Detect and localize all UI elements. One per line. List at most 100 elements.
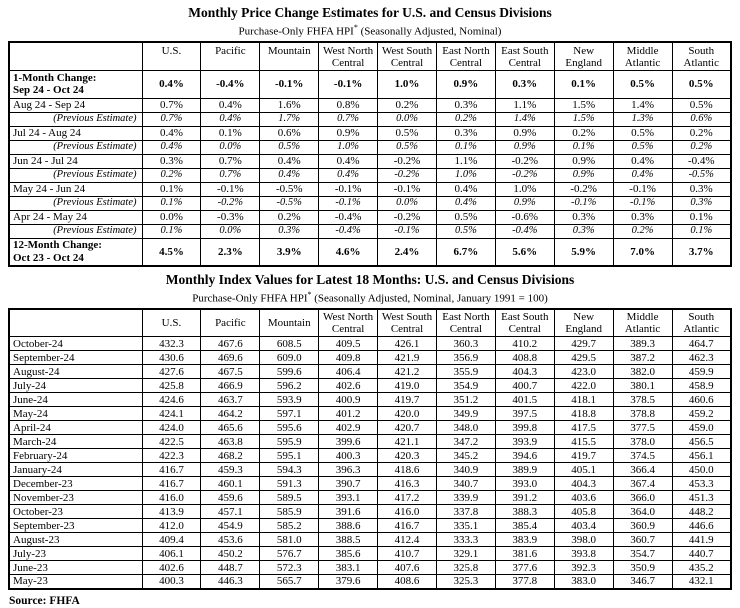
value-cell: 440.7: [671, 546, 732, 562]
table-row: 12-Month Change: Oct 23 - Oct 24 4.5% 2.3% 3…: [8, 237, 732, 267]
value-cell: 1.1%: [494, 97, 555, 113]
value-cell: 0.5%: [671, 69, 732, 99]
value-cell: 572.3: [259, 560, 320, 576]
value-cell: -0.1%: [318, 195, 379, 211]
value-cell: 393.0: [494, 476, 555, 492]
value-cell: 1.5%: [553, 111, 614, 127]
value-cell: 422.5: [141, 434, 202, 450]
value-cell: 0.9%: [553, 167, 614, 183]
subtitle-note: (Seasonally Adjusted, Nominal, January 1…: [311, 292, 548, 305]
row-label: Apr 24 - May 24: [8, 209, 143, 225]
value-cell: 404.3: [553, 476, 614, 492]
value-cell: 467.5: [200, 364, 261, 380]
value-cell: 0.9%: [318, 125, 379, 141]
column-header-new-england: New England: [553, 41, 614, 71]
value-cell: 468.2: [200, 448, 261, 464]
value-cell: 462.3: [671, 350, 732, 366]
value-cell: 0.5%: [435, 223, 496, 239]
value-cell: 422.0: [553, 378, 614, 394]
value-cell: 360.7: [612, 532, 673, 548]
month-label: February-24: [8, 448, 143, 464]
corner-cell: [8, 308, 143, 338]
value-cell: -0.1%: [612, 181, 673, 197]
value-cell: 391.2: [494, 490, 555, 506]
value-cell: -0.1%: [318, 181, 379, 197]
value-cell: 453.3: [671, 476, 732, 492]
value-cell: -0.4%: [671, 153, 732, 169]
row-label: (Previous Estimate): [8, 139, 143, 155]
value-cell: 0.2%: [671, 125, 732, 141]
value-cell: 0.7%: [141, 111, 202, 127]
value-cell: 405.1: [553, 462, 614, 478]
value-cell: 0.4%: [612, 153, 673, 169]
value-cell: 367.4: [612, 476, 673, 492]
column-header-south-atlantic: South Atlantic: [671, 41, 732, 71]
value-cell: 383.0: [553, 574, 614, 590]
value-cell: 400.7: [494, 378, 555, 394]
table-row: (Previous Estimate) 0.1% -0.2% -0.5% -0.1% 0.…: [8, 195, 732, 211]
value-cell: 405.8: [553, 504, 614, 520]
row-label: Jun 24 - Jul 24: [8, 153, 143, 169]
value-cell: 609.0: [259, 350, 320, 366]
value-cell: 0.5%: [671, 97, 732, 113]
value-cell: 465.6: [200, 420, 261, 436]
value-cell: -0.1%: [377, 181, 437, 197]
value-cell: 595.1: [259, 448, 320, 464]
row-label: 12-Month Change: Oct 23 - Oct 24: [8, 237, 143, 267]
month-label: July-24: [8, 378, 143, 394]
column-header-u-s-: U.S.: [141, 308, 202, 338]
value-cell: 0.5%: [612, 125, 673, 141]
value-cell: 378.0: [612, 434, 673, 450]
value-cell: 0.1%: [200, 125, 261, 141]
value-cell: 448.2: [671, 504, 732, 520]
column-header-east-north-central: East North Central: [435, 308, 496, 338]
value-cell: 400.9: [318, 392, 379, 408]
value-cell: -0.5%: [259, 195, 320, 211]
table-row: May-23 400.3 446.3 565.7 379.6 408.6 325.3 377.…: [8, 574, 732, 590]
value-cell: 459.0: [671, 420, 732, 436]
value-cell: 366.0: [612, 490, 673, 506]
value-cell: 576.7: [259, 546, 320, 562]
value-cell: 0.4%: [612, 167, 673, 183]
value-cell: 406.1: [141, 546, 202, 562]
value-cell: 418.6: [377, 462, 437, 478]
month-label: June-23: [8, 560, 143, 576]
table-row: June-23 402.6 448.7 572.3 383.1 407.6 325.8 377…: [8, 560, 732, 576]
value-cell: 374.5: [612, 448, 673, 464]
value-cell: 450.0: [671, 462, 732, 478]
value-cell: -0.4%: [318, 223, 379, 239]
value-cell: 565.7: [259, 574, 320, 590]
value-cell: 1.6%: [259, 97, 320, 113]
value-cell: 378.5: [612, 392, 673, 408]
source-note: Source: FHFA: [9, 594, 80, 607]
value-cell: 419.7: [377, 392, 437, 408]
value-cell: 0.1%: [671, 209, 732, 225]
value-cell: 423.0: [553, 364, 614, 380]
value-cell: 393.8: [553, 546, 614, 562]
month-label: May-23: [8, 574, 143, 590]
subtitle-text: Purchase-Only FHFA HPI: [192, 292, 308, 305]
value-cell: 6.7%: [435, 237, 496, 267]
value-cell: 377.5: [612, 420, 673, 436]
value-cell: 412.0: [141, 518, 202, 534]
value-cell: 459.6: [200, 490, 261, 506]
column-header-east-north-central: East North Central: [435, 41, 496, 71]
value-cell: 412.4: [377, 532, 437, 548]
value-cell: 416.0: [141, 490, 202, 506]
value-cell: 0.6%: [671, 111, 732, 127]
value-cell: -0.2%: [377, 167, 437, 183]
value-cell: 404.3: [494, 364, 555, 380]
value-cell: 391.6: [318, 504, 379, 520]
value-cell: 0.0%: [200, 139, 261, 155]
value-cell: 325.8: [435, 560, 496, 576]
table-row: Jun 24 - Jul 24 0.3% 0.7% 0.4% 0.4% -0.2% 1.1%…: [8, 153, 732, 169]
value-cell: 463.7: [200, 392, 261, 408]
value-cell: 350.9: [612, 560, 673, 576]
table-row: August-24 427.6 467.5 599.6 406.4 421.2 355.9 4…: [8, 364, 732, 380]
value-cell: 0.7%: [141, 97, 202, 113]
column-header-mountain: Mountain: [259, 41, 320, 71]
value-cell: 410.7: [377, 546, 437, 562]
subtitle-note: (Seasonally Adjusted, Nominal): [357, 25, 502, 38]
value-cell: 383.9: [494, 532, 555, 548]
value-cell: 1.0%: [377, 69, 437, 99]
